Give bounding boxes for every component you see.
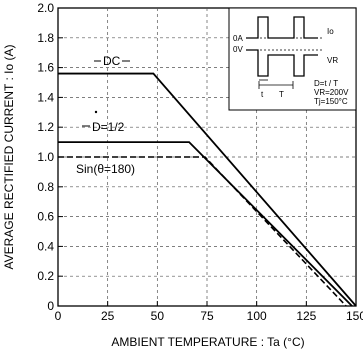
inset-voltage-waveform [246, 49, 318, 77]
inset-label-voltage: VR [327, 56, 338, 65]
y-axis-title: AVERAGE RECTIFIED CURRENT : Io (A) [2, 45, 16, 270]
inset-label-zero-current: 0A [233, 34, 243, 43]
y-tick-label: 1.0 [37, 150, 54, 164]
x-tick-label: 0 [55, 309, 62, 323]
y-tick-label: 0.6 [37, 210, 54, 224]
y-tick-label: 1.2 [37, 120, 54, 134]
series-label-dc: DC [103, 54, 121, 68]
x-tick-label: 150 [346, 309, 363, 323]
series-line-1 [58, 141, 353, 307]
x-tick-label: 25 [101, 309, 115, 323]
axis-ticks: 0 25 50 75 100 125 150 0 0.2 0.4 0.6 0.8 1.0 1.2 1.4 1.… [37, 1, 363, 323]
x-tick-label: 100 [247, 309, 267, 323]
y-tick-label: 0.2 [37, 269, 54, 283]
waveform-inset: 0A 0V Io VR t T D=t / T VR=200V Tj=150°C [228, 7, 357, 111]
y-tick-label: 1.8 [37, 31, 54, 45]
inset-label-vr-value: VR=200V [314, 88, 349, 97]
y-tick-label: 2.0 [37, 1, 54, 15]
inset-label-period: T [279, 90, 284, 99]
x-tick-label: 75 [200, 309, 214, 323]
stray-dot [94, 110, 98, 114]
series-lines [58, 72, 357, 307]
series-label-sine: Sin(θ=180) [76, 162, 135, 176]
y-tick-label: 1.6 [37, 61, 54, 75]
inset-label-zero-voltage: 0V [233, 45, 243, 54]
inset-frame [228, 7, 357, 111]
series-line-2 [58, 156, 347, 307]
y-tick-label: 0.4 [37, 239, 54, 253]
y-tick-label: 0 [47, 299, 54, 313]
inset-label-current: Io [327, 27, 334, 36]
inset-label-pulse-width: t [261, 90, 264, 99]
series-label-half-duty: D=1/2 [92, 120, 125, 134]
inset-current-waveform [246, 16, 318, 39]
x-tick-label: 125 [296, 309, 316, 323]
y-tick-label: 0.8 [37, 180, 54, 194]
x-axis-title: AMBIENT TEMPERATURE : Ta (°C) [111, 335, 304, 349]
inset-label-duty: D=t / T [314, 79, 338, 88]
series-line-0 [58, 72, 357, 307]
y-tick-label: 1.4 [37, 90, 54, 104]
inset-label-tj-value: Tj=150°C [314, 97, 348, 106]
x-tick-label: 50 [151, 309, 165, 323]
